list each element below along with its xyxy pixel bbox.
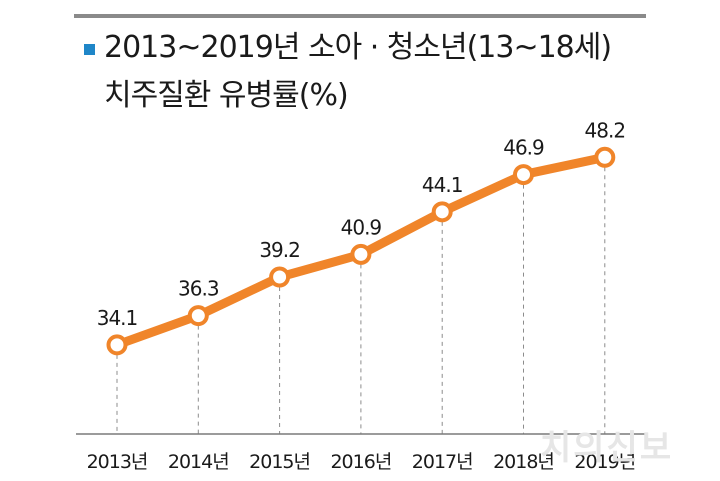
data-point-marker xyxy=(187,305,209,327)
data-label: 34.1 xyxy=(97,306,138,330)
data-label: 40.9 xyxy=(341,215,382,239)
data-point-marker xyxy=(106,334,128,356)
data-point-marker xyxy=(269,266,291,288)
chart-title-line-2: 치주질환 유병률(%) xyxy=(104,78,349,113)
x-tick-label: 2014년 xyxy=(168,451,229,473)
watermark: 치의신보 xyxy=(540,428,674,468)
x-tick-label: 2013년 xyxy=(87,451,148,473)
top-rule xyxy=(74,14,646,18)
x-tick-label: 2017년 xyxy=(412,451,473,473)
title-bullet-square xyxy=(84,44,95,55)
data-label: 44.1 xyxy=(422,173,463,197)
data-point-marker xyxy=(431,201,453,223)
data-point-marker xyxy=(594,146,616,168)
x-tick-label: 2019년 xyxy=(574,451,635,473)
data-point-marker xyxy=(513,164,534,186)
data-label: 46.9 xyxy=(503,136,544,160)
data-label: 36.3 xyxy=(178,277,219,301)
x-tick-label: 2016년 xyxy=(330,451,391,473)
chart-title-line-1: 2013~2019년 소아 · 청소년(13~18세) xyxy=(104,30,612,65)
data-point-marker xyxy=(350,243,372,265)
x-tick-label: 2015년 xyxy=(249,451,310,473)
x-tick-label: 2018년 xyxy=(493,451,554,473)
data-label: 39.2 xyxy=(259,238,300,262)
data-label: 48.2 xyxy=(585,118,626,142)
